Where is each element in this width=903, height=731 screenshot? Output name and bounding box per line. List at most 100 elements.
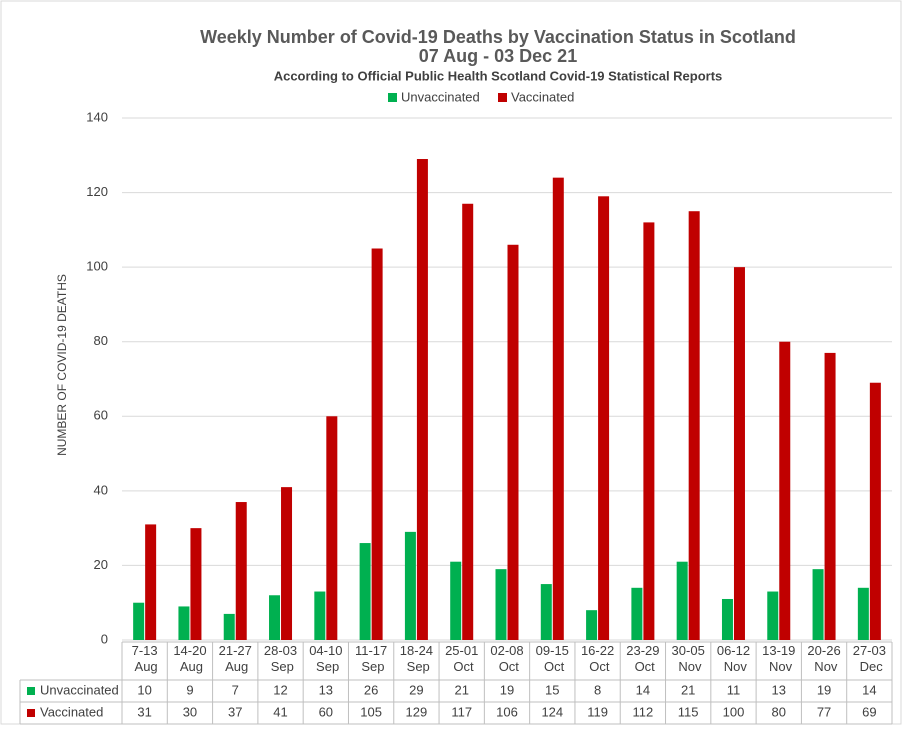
y-tick-label: 120 bbox=[86, 184, 108, 199]
table-value: 106 bbox=[496, 704, 518, 719]
table-value: 15 bbox=[545, 682, 559, 697]
bar bbox=[688, 211, 700, 640]
x-tick-label: 21-27 Aug bbox=[219, 643, 252, 674]
x-tick-label: 23-29 Oct bbox=[626, 643, 659, 674]
table-value: 11 bbox=[727, 682, 741, 697]
bar bbox=[495, 569, 507, 640]
table-value: 13 bbox=[319, 682, 333, 697]
x-tick-label: 7-13 Aug bbox=[132, 643, 158, 674]
chart-title: Weekly Number of Covid-19 Deaths by Vacc… bbox=[200, 27, 796, 47]
y-axis-label: NUMBER OF COVID-19 DEATHS bbox=[55, 274, 69, 456]
table-row-label: Vaccinated bbox=[40, 704, 103, 719]
bar bbox=[676, 561, 688, 640]
bar bbox=[359, 543, 371, 640]
bar bbox=[190, 528, 202, 640]
legend-swatch bbox=[498, 93, 507, 102]
bar bbox=[812, 569, 824, 640]
table-value: 100 bbox=[723, 704, 745, 719]
bar bbox=[598, 196, 610, 641]
bar bbox=[540, 584, 552, 640]
bar bbox=[824, 352, 836, 640]
table-value: 26 bbox=[364, 682, 378, 697]
bar bbox=[721, 598, 733, 640]
bar bbox=[552, 177, 564, 640]
bar bbox=[462, 203, 474, 640]
bar bbox=[450, 561, 462, 640]
x-tick-label: 14-20 Aug bbox=[173, 643, 206, 674]
chart-note: According to Official Public Health Scot… bbox=[274, 68, 723, 83]
chart-subtitle: 07 Aug - 03 Dec 21 bbox=[419, 46, 577, 66]
bar bbox=[416, 159, 428, 640]
y-tick-label: 100 bbox=[86, 259, 108, 274]
bar bbox=[507, 244, 519, 640]
bar bbox=[223, 613, 235, 640]
table-legend-swatch bbox=[27, 687, 35, 695]
table-value: 12 bbox=[273, 682, 287, 697]
x-tick-label: 04-10 Sep bbox=[309, 643, 342, 674]
table-value: 13 bbox=[772, 682, 786, 697]
table-value: 7 bbox=[232, 682, 239, 697]
y-tick-label: 80 bbox=[94, 333, 108, 348]
x-tick-label: 27-03 Dec bbox=[853, 643, 886, 674]
table-value: 21 bbox=[681, 682, 695, 697]
table-value: 37 bbox=[228, 704, 242, 719]
table-value: 29 bbox=[409, 682, 423, 697]
x-tick-label: 11-17 Sep bbox=[355, 643, 387, 674]
bar bbox=[178, 606, 190, 640]
x-tick-label: 25-01 Oct bbox=[445, 643, 478, 674]
table-value: 19 bbox=[500, 682, 514, 697]
bar bbox=[643, 222, 655, 640]
bar bbox=[269, 595, 281, 640]
table-value: 31 bbox=[137, 704, 151, 719]
bar bbox=[133, 602, 145, 640]
bar bbox=[404, 531, 416, 640]
bar bbox=[145, 524, 157, 640]
table-value: 60 bbox=[319, 704, 333, 719]
table-value: 124 bbox=[541, 704, 563, 719]
x-tick-label: 06-12 Nov bbox=[717, 643, 750, 674]
bar bbox=[235, 502, 247, 640]
bar bbox=[857, 587, 869, 640]
bar bbox=[869, 382, 881, 640]
bar bbox=[586, 610, 598, 640]
table-value: 19 bbox=[817, 682, 831, 697]
table-value: 69 bbox=[862, 704, 876, 719]
table-value: 115 bbox=[678, 704, 699, 719]
x-tick-label: 30-05 Nov bbox=[672, 643, 705, 674]
x-tick-label: 18-24 Sep bbox=[400, 643, 433, 674]
table-row-label: Unvaccinated bbox=[40, 682, 119, 697]
table-value: 14 bbox=[862, 682, 876, 697]
x-tick-label: 20-26 Nov bbox=[807, 643, 840, 674]
x-tick-label: 02-08 Oct bbox=[490, 643, 523, 674]
y-tick-label: 140 bbox=[86, 109, 108, 124]
x-tick-label: 13-19 Nov bbox=[762, 643, 795, 674]
bar bbox=[326, 416, 338, 640]
bar bbox=[733, 267, 745, 640]
bar bbox=[314, 591, 326, 640]
table-legend-swatch bbox=[27, 709, 35, 717]
table-value: 129 bbox=[406, 704, 428, 719]
bar bbox=[631, 587, 643, 640]
table-value: 112 bbox=[633, 704, 654, 719]
legend-swatch bbox=[388, 93, 397, 102]
x-tick-label: 16-22 Oct bbox=[581, 643, 614, 674]
y-tick-label: 0 bbox=[101, 631, 108, 646]
bar bbox=[371, 248, 383, 640]
table-value: 14 bbox=[636, 682, 650, 697]
y-tick-label: 60 bbox=[94, 408, 108, 423]
y-tick-label: 40 bbox=[94, 482, 108, 497]
table-value: 41 bbox=[273, 704, 287, 719]
legend-label: Unvaccinated bbox=[401, 89, 480, 104]
table-value: 21 bbox=[454, 682, 468, 697]
bar bbox=[779, 341, 791, 640]
table-value: 105 bbox=[360, 704, 382, 719]
table-value: 117 bbox=[451, 704, 472, 719]
bar bbox=[767, 591, 779, 640]
table-value: 9 bbox=[186, 682, 193, 697]
bar bbox=[281, 487, 293, 640]
table-value: 119 bbox=[587, 704, 608, 719]
table-value: 80 bbox=[772, 704, 786, 719]
table-value: 77 bbox=[817, 704, 831, 719]
legend-label: Vaccinated bbox=[511, 89, 574, 104]
